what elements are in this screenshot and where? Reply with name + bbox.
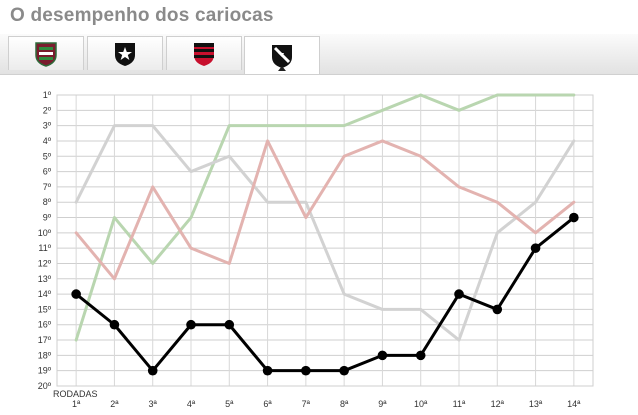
tab-botafogo[interactable] <box>87 36 163 70</box>
data-point-vasco[interactable] <box>377 350 388 361</box>
y-tick-label: 19º <box>38 366 52 376</box>
y-tick-label: 10º <box>38 228 52 238</box>
x-tick-label: 9ª <box>378 399 387 409</box>
active-tab-indicator-icon <box>278 66 286 71</box>
series-botafogo <box>74 124 576 342</box>
y-tick-label: 12º <box>38 258 52 268</box>
data-point-vasco[interactable] <box>454 289 464 299</box>
y-tick-label: 4º <box>43 136 52 146</box>
y-tick-label: 7º <box>43 182 52 192</box>
chart-series <box>71 93 579 376</box>
series-flamengo <box>74 139 576 281</box>
x-tick-label: 8ª <box>340 399 349 409</box>
fluminense-crest-icon <box>35 41 57 67</box>
y-tick-label: 16º <box>38 320 52 330</box>
data-point-vasco[interactable] <box>301 365 311 376</box>
series-vasco <box>71 212 579 376</box>
data-point-vasco[interactable] <box>569 212 579 223</box>
y-tick-label: 3º <box>43 121 52 131</box>
x-tick-label: 14ª <box>567 399 581 409</box>
x-tick-label: 7ª <box>302 399 311 409</box>
y-tick-label: 13º <box>38 274 52 284</box>
vasco-crest-icon <box>272 44 292 68</box>
series-line-flamengo <box>74 139 576 281</box>
y-tick-label: 5º <box>43 151 52 161</box>
data-point-vasco[interactable] <box>415 350 426 361</box>
series-fluminense <box>74 93 576 342</box>
series-line-vasco <box>74 216 576 373</box>
y-axis-labels: 1º 2º 3º 4º 5º 6º 7º 8º 9º 10º 11º 12º 13º 14º 15º 16º 1… <box>38 90 52 391</box>
x-axis-labels: 1ª 2ª 3ª 4ª 5ª 6ª 7ª 8ª 9ª 10ª 11ª 12ª 13ª 14ª <box>72 399 581 409</box>
x-tick-label: 13ª <box>529 399 543 409</box>
data-point-vasco[interactable] <box>109 319 120 330</box>
y-tick-label: 11º <box>38 243 51 253</box>
tab-flamengo[interactable] <box>166 36 242 70</box>
x-tick-label: 10ª <box>414 399 428 409</box>
data-point-vasco[interactable] <box>186 319 196 330</box>
data-point-vasco[interactable] <box>147 365 158 376</box>
data-point-vasco[interactable] <box>492 304 503 315</box>
x-tick-label: 5ª <box>225 399 234 409</box>
x-tick-label: 1ª <box>72 399 81 409</box>
team-tabs <box>0 34 638 75</box>
x-tick-label: 6ª <box>263 399 272 409</box>
tab-fluminense[interactable] <box>8 36 84 70</box>
x-tick-label: 12ª <box>491 399 505 409</box>
x-tick-label: 3ª <box>149 399 158 409</box>
y-tick-label: 9º <box>43 213 52 223</box>
x-tick-label: 11ª <box>453 399 466 409</box>
data-point-vasco[interactable] <box>262 365 273 376</box>
x-tick-label: 4ª <box>187 399 196 409</box>
series-line-botafogo <box>74 124 576 342</box>
y-tick-label: 1º <box>43 90 52 100</box>
y-tick-label: 20º <box>38 381 52 391</box>
flamengo-crest-icon <box>194 42 214 66</box>
chart-grid <box>56 94 594 387</box>
x-axis-title: RODADAS <box>53 389 98 399</box>
y-tick-label: 15º <box>38 304 52 314</box>
page-title: O desempenho dos cariocas <box>10 5 274 26</box>
y-tick-label: 17º <box>38 335 52 345</box>
botafogo-crest-icon <box>115 42 135 66</box>
tab-vasco[interactable] <box>244 36 320 74</box>
plot-frame <box>56 94 594 387</box>
y-tick-label: 18º <box>38 350 52 360</box>
data-point-vasco[interactable] <box>71 289 81 299</box>
y-tick-label: 2º <box>43 105 52 115</box>
y-tick-label: 14º <box>38 289 52 299</box>
data-point-vasco[interactable] <box>224 319 235 330</box>
series-line-fluminense <box>74 93 576 342</box>
y-tick-label: 6º <box>43 167 52 177</box>
position-chart: 1º 2º 3º 4º 5º 6º 7º 8º 9º 10º 11º 12º 13º 14º 15º 16º 1… <box>38 90 594 409</box>
y-tick-label: 8º <box>43 197 52 207</box>
data-point-vasco[interactable] <box>530 243 541 253</box>
data-point-vasco[interactable] <box>339 365 349 376</box>
x-tick-label: 2ª <box>110 399 119 409</box>
